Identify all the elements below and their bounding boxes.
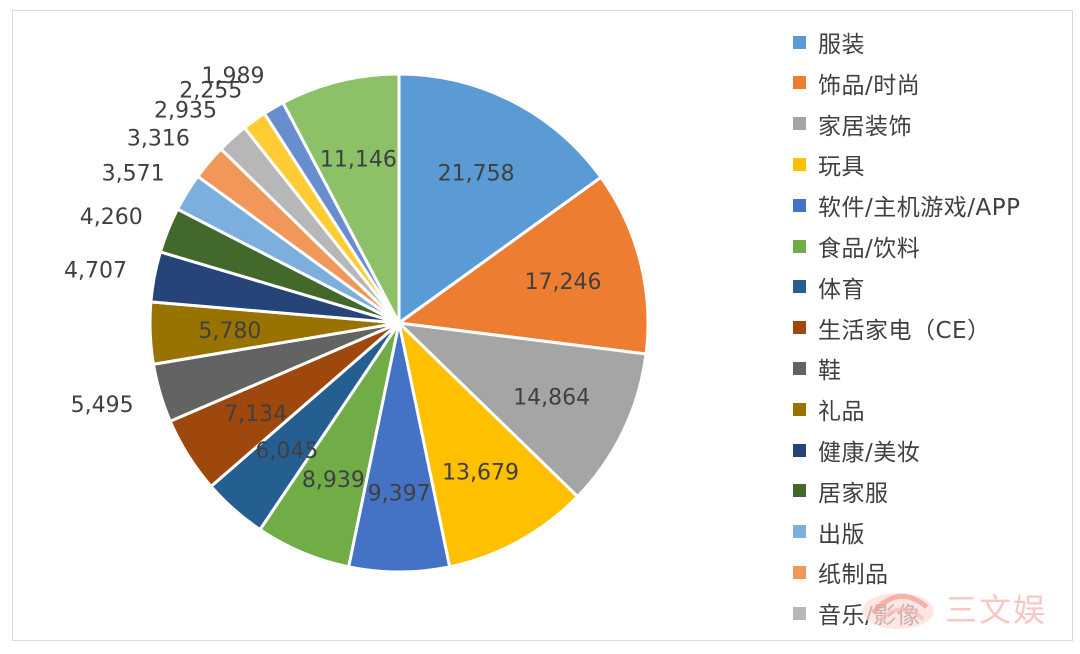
watermark-text: 三文娱 [945, 591, 1048, 629]
legend-item-11: 居家服 [793, 476, 889, 507]
pie-data-label-9: 5,780 [198, 319, 261, 344]
legend-label: 礼品 [818, 399, 865, 426]
pie-slice-0 [397, 72, 604, 326]
pie-data-label-7: 7,134 [224, 402, 287, 427]
legend-item-7: 生活家电（CE） [793, 313, 991, 344]
pie-slice-2 [394, 320, 648, 499]
legend-swatch [793, 280, 806, 294]
legend-item-3: 玩具 [793, 149, 865, 181]
pie-data-label-14: 2,935 [154, 99, 217, 124]
legend-label: 鞋 [818, 358, 842, 385]
chart-legend: 服装饰品/时尚家居装饰玩具软件/主机游戏/APP 食品/饮料体育生活家电（CE） 鞋… [793, 27, 1072, 640]
legend-swatch [793, 35, 806, 49]
legend-label: 居家服 [818, 480, 889, 507]
legend-item-10: 健康/美妆 [793, 435, 921, 466]
pie-data-label-17: 11,146 [320, 148, 397, 173]
legend-swatch [793, 443, 806, 457]
legend-label: 家居装饰 [818, 113, 912, 140]
legend-label: 体育 [818, 276, 865, 303]
legend-item-5: 食品/饮料 [793, 231, 921, 262]
legend-swatch [793, 117, 806, 131]
pie-data-label-4: 9,397 [368, 481, 431, 506]
pie-slice-17 [280, 72, 401, 324]
pie-data-label-2: 14,864 [513, 385, 590, 410]
legend-item-15: 幼儿用品 [793, 637, 912, 640]
pie-slices [148, 72, 650, 574]
legend-label: 健康/美妆 [818, 440, 921, 466]
legend-swatch [793, 157, 806, 171]
legend-item-12: 出版 [793, 517, 865, 548]
chart-frame: 21,758 17,246 14,864 13,679 9,397 8,939 6,045 7… [12, 10, 1073, 641]
pie-data-label-15: 2,255 [179, 78, 242, 103]
legend-label: 纸制品 [818, 562, 889, 589]
legend-swatch [793, 76, 806, 90]
legend-label: 幼儿用品 [818, 637, 912, 640]
legend-swatch [793, 402, 806, 416]
watermark-logo-icon [862, 593, 934, 629]
pie-data-label-0: 21,758 [438, 161, 515, 186]
legend-label: 出版 [818, 521, 865, 548]
legend-swatch [793, 239, 806, 253]
legend-label: 饰品/时尚 [818, 72, 921, 99]
pie-slice-3 [396, 318, 580, 569]
pie-slice-1 [395, 175, 650, 356]
legend-label: 服装 [818, 32, 865, 58]
legend-swatch [793, 606, 806, 620]
legend-label: 软件/主机游戏/APP [818, 195, 1021, 222]
pie-data-label-10: 4,707 [64, 259, 127, 284]
pie-data-label-5: 8,939 [302, 468, 365, 493]
legend-label: 生活家电（CE） [818, 317, 991, 344]
legend-item-9: 礼品 [793, 394, 865, 426]
pie-data-label-1: 17,246 [525, 270, 602, 295]
legend-item-0: 服装 [793, 27, 865, 58]
legend-swatch [793, 321, 806, 335]
legend-label: 食品/饮料 [818, 236, 921, 262]
legend-item-8: 鞋 [793, 353, 842, 385]
legend-swatch [793, 361, 806, 375]
pie-data-label-6: 6,045 [255, 439, 318, 464]
legend-label: 玩具 [818, 154, 865, 181]
watermark: 三文娱 [853, 577, 1072, 637]
legend-swatch [793, 198, 806, 212]
pie-data-label-16: 1,989 [201, 64, 264, 89]
legend-swatch [793, 565, 806, 579]
pie-data-label-12: 3,571 [102, 161, 165, 186]
pie-data-label-8: 5,495 [71, 393, 134, 418]
legend-item-1: 饰品/时尚 [793, 68, 921, 99]
legend-swatch [793, 525, 806, 539]
legend-item-6: 体育 [793, 272, 865, 303]
legend-item-4: 软件/主机游戏/APP [793, 190, 1021, 222]
legend-item-13: 纸制品 [793, 557, 889, 589]
legend-item-2: 家居装饰 [793, 109, 912, 140]
pie-data-label-11: 4,260 [80, 205, 143, 230]
legend-swatch [793, 484, 806, 498]
pie-data-label-3: 13,679 [442, 460, 519, 485]
pie-data-label-13: 3,316 [127, 127, 190, 152]
